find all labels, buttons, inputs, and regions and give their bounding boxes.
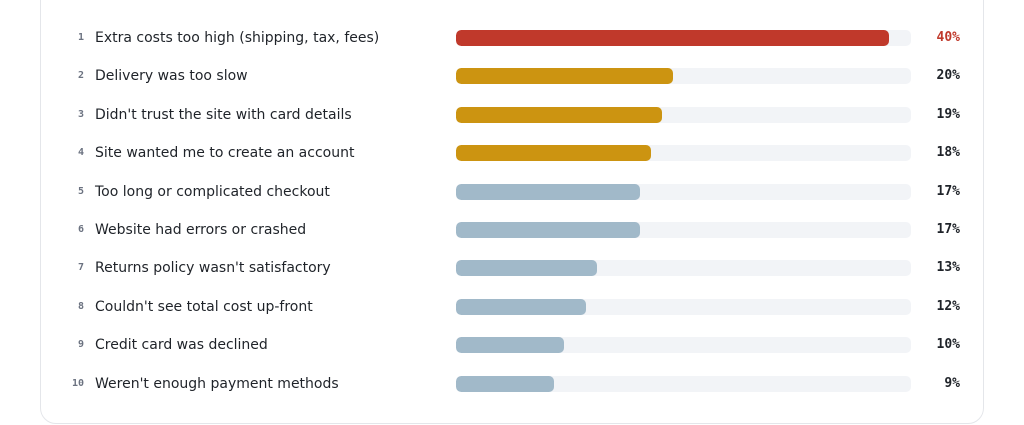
bar-row: 4 Site wanted me to create an account 18% [0, 134, 1024, 172]
rank-label: 9 [77, 339, 84, 351]
value-label: 40% [936, 30, 960, 45]
value-label: 9% [944, 375, 960, 391]
bar-row: 1 Extra costs too high (shipping, tax, fe… [0, 19, 1024, 57]
value-label: 19% [936, 106, 960, 122]
bar-track [456, 260, 911, 277]
bar [456, 106, 662, 123]
rank-label: 5 [77, 185, 84, 197]
value-label: 20% [936, 68, 960, 84]
bar [456, 260, 597, 277]
bar-row: 3 Didn't trust the site with card details… [0, 96, 1024, 134]
bar [456, 337, 565, 354]
rank-label: 8 [77, 300, 84, 312]
bar-track [456, 145, 911, 162]
bar-track [456, 298, 911, 315]
bar-row: 7 Returns policy wasn't satisfactory 13% [0, 249, 1024, 287]
rank-label: 3 [77, 108, 84, 120]
rank-label: 10 [71, 377, 84, 389]
category-label: Credit card was declined [95, 337, 268, 354]
category-label: Extra costs too high (shipping, tax, fee… [95, 30, 380, 46]
bar-track [456, 222, 911, 238]
bar-row: 2 Delivery was too slow 20% [0, 57, 1024, 95]
category-label: Website had errors or crashed [95, 222, 307, 238]
bar-track [456, 337, 911, 354]
category-label: Too long or complicated checkout [95, 183, 330, 200]
value-label: 17% [936, 183, 960, 199]
bar [456, 375, 554, 392]
category-label: Didn't trust the site with card details [95, 106, 352, 123]
bar-row: 5 Too long or complicated checkout 17% [0, 173, 1024, 211]
bar-track [456, 30, 911, 46]
category-label: Couldn't see total cost up-front [95, 298, 313, 315]
bar [456, 30, 890, 46]
bar-row: 9 Credit card was declined 10% [0, 326, 1024, 364]
category-label: Site wanted me to create an account [95, 145, 355, 162]
bar [456, 298, 586, 315]
bar [456, 68, 673, 85]
value-label: 17% [936, 222, 960, 237]
category-label: Delivery was too slow [95, 68, 248, 85]
bar-track [456, 183, 911, 200]
bar [456, 222, 641, 238]
bar [456, 145, 651, 162]
category-label: Returns policy wasn't satisfactory [95, 260, 331, 277]
bar-row: 6 Website had errors or crashed 17% [0, 211, 1024, 249]
bar-track [456, 68, 911, 85]
rank-label: 2 [77, 70, 84, 82]
rank-label: 4 [77, 147, 84, 159]
bar-track [456, 106, 911, 123]
value-label: 18% [936, 145, 960, 161]
rank-label: 7 [77, 262, 84, 274]
bar-track [456, 375, 911, 392]
bar [456, 183, 641, 200]
bar-row: 8 Couldn't see total cost up-front 12% [0, 288, 1024, 326]
value-label: 10% [936, 337, 960, 353]
value-label: 13% [936, 260, 960, 276]
bar-row: 10 Weren't enough payment methods 9% [0, 365, 1024, 403]
category-label: Weren't enough payment methods [95, 375, 339, 392]
value-label: 12% [936, 298, 960, 314]
rank-label: 1 [77, 32, 84, 43]
rank-label: 6 [77, 224, 84, 235]
